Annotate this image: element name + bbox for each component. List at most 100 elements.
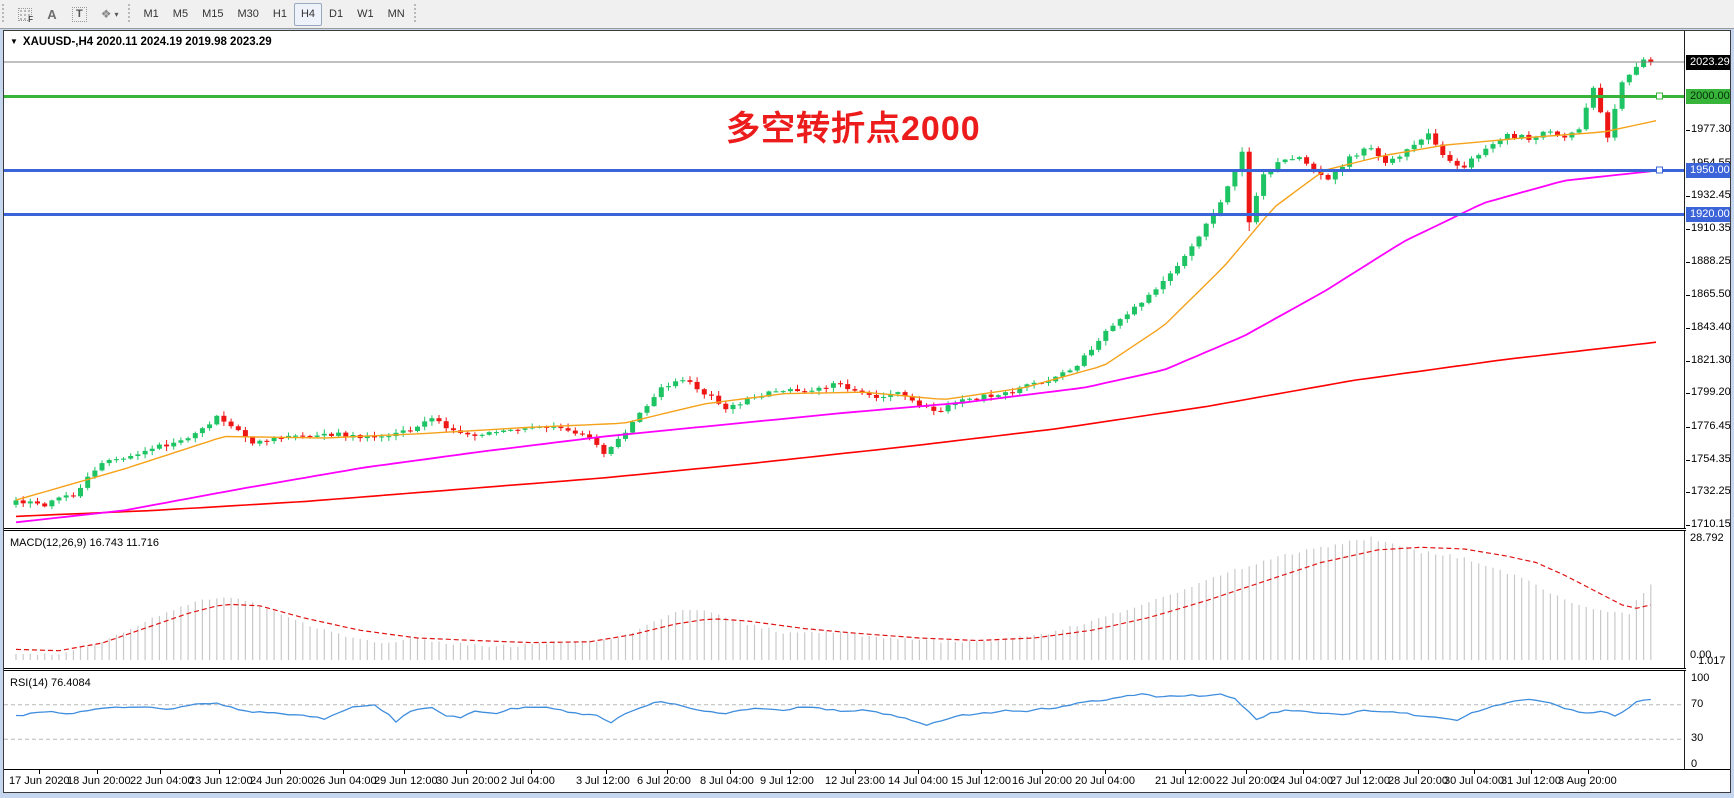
symbol-ohlc-text: XAUUSD-,H4 2020.11 2024.19 2019.98 2023.… [22,36,272,48]
price-tick-mark [1686,196,1690,198]
time-axis-label: 24 Jun 20:00 [250,775,314,787]
objects-menu-button[interactable]: ❖ ▾ [94,3,126,26]
time-axis-label: 21 Jul 12:00 [1155,775,1215,787]
tf-button-m15[interactable]: M15 [195,3,230,26]
time-axis: 17 Jun 2020 18 Jun 20:00 22 Jun 04:00 23 Ju… [4,769,1730,792]
time-axis-label: 30 Jul 04:00 [1444,775,1504,787]
time-axis-tick [606,770,607,774]
time-axis-label: 22 Jun 04:00 [130,775,194,787]
price-tick-label: 1977.30 [1691,123,1731,135]
hline-price-badge-2000.00: 2000.00 [1686,88,1730,104]
pane-separator[interactable] [4,528,1730,531]
rsi-axis-label-100: 100 [1691,672,1710,684]
text-object-button[interactable]: T [65,3,94,26]
time-axis-label: 31 Jul 12:00 [1501,775,1561,787]
price-tick-mark [1686,525,1690,526]
time-axis-tick [343,770,344,774]
time-axis-tick [1185,770,1186,774]
candlestick-svg[interactable] [4,31,1684,528]
time-axis-label: 15 Jul 12:00 [951,775,1011,787]
time-axis-label: 17 Jun 2020 [9,775,70,787]
hline-price-badge-1950.00: 1950.00 [1686,162,1730,178]
time-axis-tick [1246,770,1247,774]
price-tick-label: 1776.45 [1691,420,1731,432]
time-axis-label: 24 Jul 04:00 [1273,775,1333,787]
time-axis-label: 9 Jul 12:00 [760,775,814,787]
time-axis-tick [466,770,467,774]
price-tick-mark [1686,360,1690,362]
collapse-triangle-icon[interactable]: ▼ [10,37,18,46]
macd-svg[interactable] [4,531,1684,668]
time-axis-tick [97,770,98,774]
text-box-icon: T [72,6,87,22]
pane-separator[interactable] [4,668,1730,671]
time-axis-tick [404,770,405,774]
letter-a-icon: A [47,6,57,22]
macd-label: MACD(12,26,9) 16.743 11.716 [10,537,159,549]
toolbar-separator-handle-2[interactable] [413,4,420,24]
time-axis-label: 20 Jul 04:00 [1075,775,1135,787]
rsi-axis-label-0: 0 [1691,758,1698,770]
hline-1920.00[interactable] [4,213,1684,217]
time-axis-label: 16 Jul 20:00 [1012,775,1072,787]
tf-button-m5[interactable]: M5 [166,3,195,26]
symbol-ohlc-readout: ▼ XAUUSD-,H4 2020.11 2024.19 2019.98 2023… [10,36,272,48]
tf-button-h1[interactable]: H1 [266,3,294,26]
time-axis-label: 30 Jun 20:00 [436,775,500,787]
macd-axis-max-label: 28.792 [1690,532,1724,544]
macd-axis-zero-label: 0.00 [1690,649,1712,661]
price-tick-label: 1710.15 [1691,518,1731,530]
price-pane: ▼ XAUUSD-,H4 2020.11 2024.19 2019.98 2023… [4,31,1685,528]
time-axis-label: 26 Jun 04:00 [313,775,377,787]
time-axis-label: 6 Jul 20:00 [637,775,691,787]
time-axis-label: 14 Jul 04:00 [888,775,948,787]
time-axis-tick [1360,770,1361,774]
time-axis-tick [280,770,281,774]
tf-button-mn[interactable]: MN [381,3,412,26]
time-axis-tick [918,770,919,774]
price-tick-label: 1732.25 [1691,485,1731,498]
price-tick-label: 1754.35 [1691,452,1731,465]
toolbar: F A T ❖ ▾ M1 M5 M15 M30 H1 H4 D1 W1 MN [0,0,1734,29]
price-tick-label: 1888.25 [1691,254,1731,267]
chart-annotation-text[interactable]: 多空转折点2000 [726,110,981,148]
grid-icon: F [18,7,33,24]
toolbar-separator-handle[interactable] [127,4,134,24]
hline-anchor-marker[interactable] [1656,166,1663,174]
price-tick-label: 1865.50 [1691,288,1731,301]
price-tick-mark [1686,328,1690,329]
time-axis-tick [1303,770,1304,774]
current-price-badge: 2023.29 [1686,54,1730,70]
text-label-button[interactable]: A [39,3,65,26]
tf-button-h4[interactable]: H4 [293,2,323,26]
price-tick-label: 1843.40 [1691,321,1731,333]
time-axis-label: 3 Jul 12:00 [576,775,630,787]
hline-1950.00[interactable] [4,166,1684,174]
price-tick-mark [1686,393,1690,395]
rsi-label: RSI(14) 76.4084 [10,677,91,689]
price-tick-mark [1686,295,1690,297]
price-axis: 1977.301954.551932.451910.351888.251865.… [1686,31,1731,770]
hline-2000.00[interactable] [4,92,1684,100]
tf-button-m1[interactable]: M1 [137,3,166,26]
time-axis-label: 22 Jul 20:00 [1216,775,1276,787]
time-axis-tick [981,770,982,774]
rsi-svg[interactable] [4,671,1684,769]
tf-button-w1[interactable]: W1 [350,3,381,26]
crosshair-grid-button[interactable]: F [11,3,39,26]
tf-button-m30[interactable]: M30 [230,3,265,26]
time-axis-tick [219,770,220,774]
macd-pane: MACD(12,26,9) 16.743 11.716 [4,531,1685,668]
rsi-pane: RSI(14) 76.4084 [4,671,1685,769]
time-axis-tick [1531,770,1532,774]
time-axis-label: 27 Jul 12:00 [1330,775,1390,787]
hline-anchor-marker[interactable] [1656,92,1663,100]
price-tick-mark [1686,427,1690,428]
time-axis-label: 28 Jul 20:00 [1388,775,1448,787]
price-tick-mark [1686,492,1690,494]
toolbar-drag-handle[interactable] [2,4,8,24]
time-axis-tick [1105,770,1106,774]
tf-button-d1[interactable]: D1 [322,3,350,26]
time-axis-tick [790,770,791,774]
